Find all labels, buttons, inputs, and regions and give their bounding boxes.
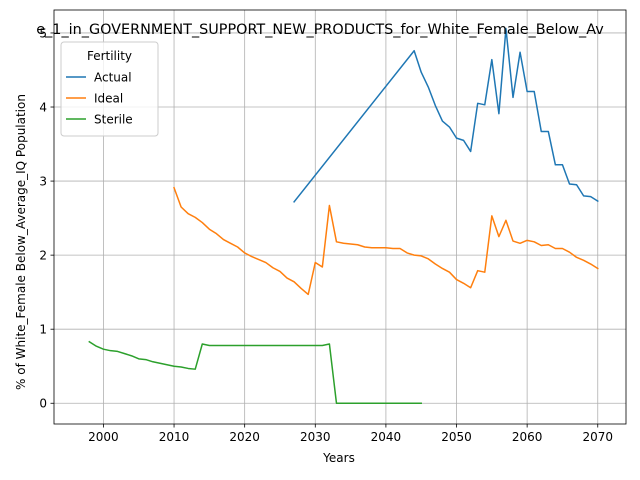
x-axis-label: Years — [322, 451, 355, 465]
x-tick-label: 2050 — [441, 430, 472, 444]
series-line-sterile — [88, 340, 422, 405]
legend-label-ideal: Ideal — [94, 91, 123, 105]
legend-label-sterile: Sterile — [94, 112, 133, 126]
x-tick-label: 2010 — [159, 430, 190, 444]
x-tick-label: 2000 — [88, 430, 119, 444]
x-tick-label: 2020 — [229, 430, 260, 444]
x-tick-label: 2070 — [582, 430, 613, 444]
series-lines — [88, 27, 599, 405]
legend-box — [60, 41, 159, 137]
y-tick-label: 1 — [39, 323, 47, 337]
legend-label-actual: Actual — [94, 70, 132, 84]
y-tick-label: 4 — [39, 100, 47, 114]
y-axis-label: % of White_Female Below_Average_IQ Popul… — [14, 94, 28, 390]
y-tick-label: 2 — [39, 248, 47, 262]
x-tick-label: 2040 — [371, 430, 402, 444]
y-tick-label: 0 — [39, 397, 47, 411]
series-line-ideal — [173, 186, 599, 296]
grid-lines — [54, 10, 626, 424]
series-line-actual — [293, 27, 599, 203]
axis-ticks: 2000 2010 2020 2030 2040 2050 2060 2070 0 1 2 3 4 5 — [39, 26, 613, 444]
plot-frame — [53, 9, 627, 425]
y-tick-label: 3 — [39, 174, 47, 188]
x-tick-label: 2060 — [512, 430, 543, 444]
chart-title: e_1_in_GOVERNMENT_SUPPORT_NEW_PRODUCTS_f… — [36, 22, 604, 38]
legend-title: Fertility — [87, 49, 132, 63]
x-tick-label: 2030 — [300, 430, 331, 444]
legend: Fertility Actual Ideal Sterile — [60, 41, 159, 137]
y-tick-label: 5 — [39, 26, 47, 40]
